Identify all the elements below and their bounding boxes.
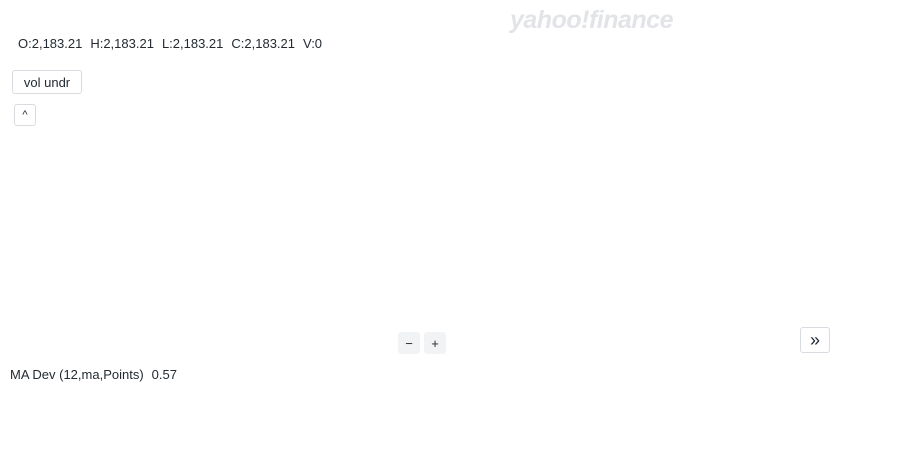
ohlc-open: O:2,183.21 — [18, 36, 83, 51]
zoom-out-button[interactable]: − — [398, 332, 420, 354]
ohlc-close: C:2,183.21 — [231, 36, 295, 51]
ohlc-low: L:2,183.21 — [161, 36, 224, 51]
watermark: yahoo!finance — [510, 6, 673, 34]
ohlc-legend: O:2,183.21 H:2,183.21 L:2,183.21 C:2,183… — [18, 36, 322, 51]
indicator-name: MA Dev (12,ma,Points) — [10, 367, 144, 382]
zoom-in-button[interactable]: + — [424, 332, 446, 354]
indicator-value: 0.57 — [151, 367, 177, 382]
collapse-button[interactable]: ^ — [14, 104, 36, 126]
volume-button[interactable]: vol undr — [12, 70, 82, 94]
ohlc-volume: V:0 — [303, 36, 323, 51]
indicator-legend: MA Dev (12,ma,Points) 0.57 — [10, 367, 177, 382]
scroll-button[interactable]: » — [800, 327, 830, 353]
ohlc-high: H:2,183.21 — [90, 36, 154, 51]
